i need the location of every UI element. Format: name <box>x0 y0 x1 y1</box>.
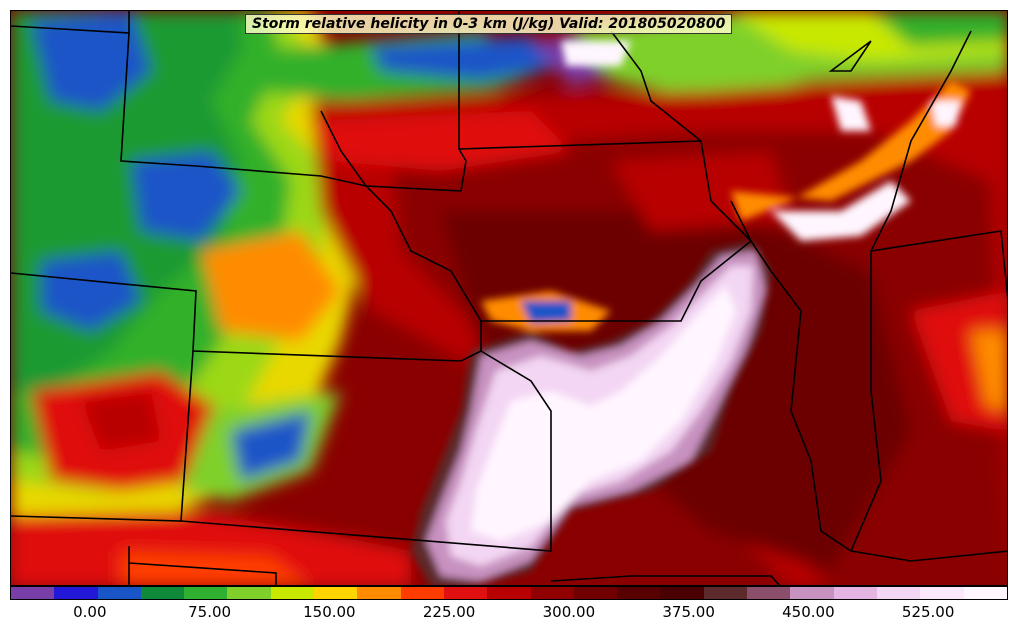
colorbar-tick-label: 150.00 <box>303 603 356 621</box>
colorbar-segment <box>97 587 141 599</box>
colorbar-segment <box>54 587 98 599</box>
border-tx-panhandle <box>128 562 277 585</box>
border-nd-mn <box>458 11 467 192</box>
border-ia-mo <box>481 200 753 322</box>
helicity-field-high <box>411 41 971 585</box>
colorbar-segment <box>227 587 271 599</box>
colorbar-tick-label: 225.00 <box>422 603 476 621</box>
map-panel <box>10 10 1008 586</box>
border-ks-ok <box>180 350 552 552</box>
map-title: Storm relative helicity in 0-3 km (J/kg)… <box>245 14 733 34</box>
colorbar-segment <box>314 587 358 599</box>
colorbar-segment <box>876 587 921 599</box>
border-ky-tn <box>850 550 1007 562</box>
colorbar-tick-label: 75.00 <box>188 603 232 621</box>
missouri-river <box>320 110 482 322</box>
lake-michigan-shore <box>870 30 972 252</box>
colorbar-segment <box>660 587 704 599</box>
colorbar-segment <box>963 587 1007 599</box>
colorbar-segment <box>270 587 315 599</box>
border-in-mi <box>870 230 1007 300</box>
colorbar-tick-label: 300.00 <box>542 603 596 621</box>
border-wy-co-ne <box>11 272 482 362</box>
border-ia-wi <box>700 140 752 242</box>
border-ar-ok <box>550 575 781 585</box>
colorbar-segment <box>920 587 964 599</box>
colorbar-segment <box>703 587 748 599</box>
colorbar-segment <box>573 587 618 599</box>
colorbar-segment <box>487 587 531 599</box>
colorbar-tick-labels: 0.00 75.00 150.00 225.00 300.00 375.00 450.00 5… <box>10 601 1008 625</box>
border-il-in <box>850 251 882 552</box>
helicity-map <box>11 11 1007 585</box>
colorbar-segment <box>790 587 834 599</box>
colorbar-segment <box>184 587 228 599</box>
colorbar-tick-label: 375.00 <box>662 603 715 621</box>
colorbar-tick-label: 525.00 <box>901 603 955 621</box>
lake-superior-shore <box>828 40 872 72</box>
border-mn-wi <box>610 30 702 142</box>
colorbar-tick-label: 0.00 <box>73 603 107 621</box>
border-il-mo <box>750 240 852 552</box>
state-borders <box>11 11 1007 585</box>
colorbar-tick-label: 450.00 <box>782 603 835 621</box>
colorbar-segment <box>140 587 185 599</box>
colorbar-segment <box>747 587 791 599</box>
colorbar-segment <box>443 587 488 599</box>
colorbar <box>10 586 1008 600</box>
colorbar-segment <box>400 587 444 599</box>
colorbar-segment <box>617 587 661 599</box>
colorbar-segment <box>833 587 877 599</box>
border-wy-sd <box>120 32 462 192</box>
colorbar-segment <box>11 587 55 599</box>
colorbar-segment <box>530 587 574 599</box>
colorbar-segment <box>357 587 401 599</box>
border-mn-north <box>458 140 702 150</box>
